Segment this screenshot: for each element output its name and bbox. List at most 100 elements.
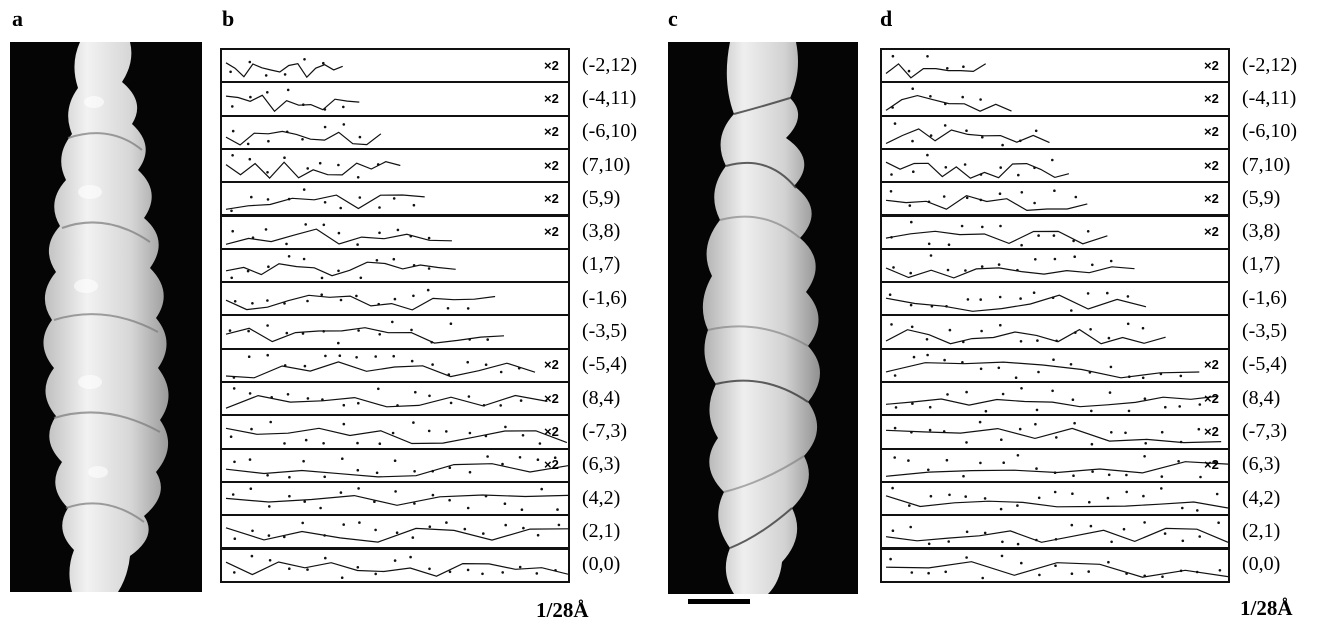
phase-point <box>888 293 892 297</box>
amplitude-curve <box>225 560 568 577</box>
phase-point <box>1198 535 1201 538</box>
phase-point <box>288 566 291 570</box>
phase-point <box>283 535 286 539</box>
phase-point <box>431 469 434 473</box>
layer-line-index: (5,9) <box>1242 186 1281 209</box>
phase-point <box>358 196 362 199</box>
phase-point <box>944 102 947 106</box>
phase-point <box>1143 397 1147 400</box>
phase-point <box>499 404 503 407</box>
phase-point <box>890 323 893 327</box>
phase-point <box>246 142 250 145</box>
phase-point <box>1069 362 1073 366</box>
phase-point <box>979 298 982 301</box>
phase-point <box>1071 492 1074 495</box>
phase-point <box>1126 295 1130 298</box>
phase-point <box>482 532 485 536</box>
phase-point <box>1032 291 1036 295</box>
phase-point <box>1053 257 1057 261</box>
phase-point <box>926 353 929 356</box>
phase-point <box>519 399 523 402</box>
phase-point <box>1086 292 1090 295</box>
phase-point <box>356 242 359 246</box>
phase-point <box>1070 309 1073 312</box>
phase-point <box>997 366 1001 369</box>
phase-point <box>321 398 324 401</box>
phase-point <box>1125 490 1128 494</box>
phase-point <box>1179 569 1183 572</box>
phase-point <box>912 170 915 173</box>
layer-line-index: (-6,10) <box>582 120 637 143</box>
phase-point <box>1122 528 1126 531</box>
phase-point <box>409 234 413 237</box>
phase-point <box>1124 431 1127 435</box>
phase-point <box>961 96 964 99</box>
phase-point <box>1070 571 1074 575</box>
phase-point <box>1020 243 1023 246</box>
phase-point <box>909 271 912 275</box>
phase-point <box>231 229 234 232</box>
layer-line-row: ×2 <box>220 447 570 483</box>
resolution-label-d: 1/28Å <box>1240 596 1293 620</box>
phase-point <box>1107 560 1110 563</box>
phase-point <box>322 223 326 226</box>
amplitude-curve <box>885 527 1228 544</box>
scale-bar <box>688 599 750 604</box>
phase-point <box>1053 470 1057 474</box>
phase-point <box>1160 474 1164 478</box>
phase-point <box>393 458 397 462</box>
phase-point <box>356 175 360 179</box>
phase-point <box>908 504 911 507</box>
phase-point <box>1037 233 1040 237</box>
amplitude-curve <box>225 261 456 277</box>
phase-point <box>1143 574 1146 577</box>
phase-point <box>556 508 559 511</box>
phase-point <box>909 525 912 529</box>
phase-point <box>376 162 380 166</box>
phase-point <box>339 298 343 302</box>
phase-point <box>1107 473 1111 476</box>
phase-point <box>466 307 470 310</box>
layer-line-index: (-4,11) <box>582 86 637 109</box>
phase-point <box>375 258 379 262</box>
scale-x2-marker: ×2 <box>1204 224 1219 240</box>
phase-point <box>907 458 910 462</box>
phase-point <box>247 355 251 358</box>
amplitude-curve <box>225 427 568 445</box>
layer-line-index: (-3,5) <box>1242 320 1287 343</box>
phase-point <box>231 493 235 496</box>
phase-point <box>979 173 983 176</box>
phase-point <box>306 166 309 170</box>
phase-point <box>268 558 272 562</box>
amplitude-curve <box>885 95 1012 113</box>
phase-point <box>377 387 380 391</box>
phase-point <box>412 263 416 267</box>
phase-point <box>355 355 358 359</box>
amplitude-curve <box>225 494 568 506</box>
phase-point <box>323 534 326 537</box>
panel-label-b: b <box>222 6 235 31</box>
phase-point <box>1020 191 1024 194</box>
phase-point <box>501 462 504 465</box>
phase-point <box>1052 358 1055 361</box>
phase-point <box>233 460 236 463</box>
layer-line-index: (-7,3) <box>582 419 627 442</box>
phase-point <box>946 393 949 396</box>
phase-point <box>948 329 952 332</box>
phase-point <box>890 235 893 239</box>
phase-point <box>979 461 982 464</box>
phase-point <box>430 341 433 344</box>
phase-point <box>414 390 417 394</box>
layer-line-plot <box>885 189 1088 212</box>
amplitude-curve <box>885 63 987 79</box>
phase-point <box>303 500 306 503</box>
phase-point <box>1074 195 1078 199</box>
amplitude-curve <box>885 495 1228 509</box>
phase-point <box>251 235 255 239</box>
layer-line-row <box>220 281 570 317</box>
layer-line-row: ×2 <box>880 347 1230 383</box>
layer-line-index: (-5,4) <box>582 353 627 376</box>
layer-line-row: ×2 <box>220 147 570 184</box>
phase-point <box>1090 443 1094 446</box>
phase-point <box>246 269 250 273</box>
